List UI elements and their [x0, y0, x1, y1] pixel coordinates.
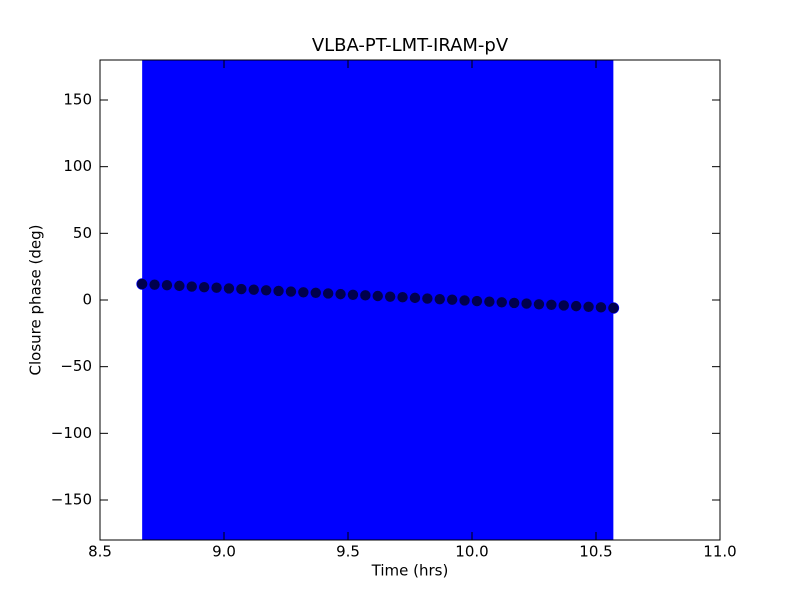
- error-bar: [160, 60, 174, 540]
- data-point: [384, 290, 396, 303]
- error-bar: [594, 60, 608, 540]
- data-point: [161, 279, 173, 292]
- error-bar: [606, 60, 614, 540]
- error-bar: [321, 60, 335, 540]
- error-bar: [142, 60, 149, 540]
- error-bar: [185, 60, 199, 540]
- error-bar: [271, 60, 286, 540]
- plot-area: [136, 60, 620, 540]
- data-point: [148, 278, 161, 291]
- x-tick-label: 10.0: [455, 543, 488, 561]
- data-point: [247, 283, 260, 296]
- data-point: [607, 302, 620, 314]
- data-point: [334, 288, 347, 300]
- error-bar: [284, 60, 298, 540]
- data-point: [185, 280, 198, 293]
- data-point: [235, 283, 248, 295]
- data-point: [173, 280, 186, 292]
- y-tick-label: 0: [82, 291, 92, 309]
- y-axis-label: Closure phase (deg): [27, 225, 45, 376]
- y-tick-label: −100: [51, 424, 92, 442]
- data-point: [433, 293, 446, 306]
- data-point: [570, 300, 582, 312]
- x-tick-label: 9.5: [336, 543, 360, 561]
- y-tick-label: −50: [60, 357, 92, 375]
- data-point: [520, 297, 533, 310]
- data-point: [136, 278, 148, 290]
- y-tick-label: 150: [63, 91, 92, 109]
- error-bar: [247, 60, 261, 540]
- data-point: [458, 294, 471, 307]
- error-bar: [222, 60, 236, 540]
- data-point: [508, 297, 520, 309]
- error-bar: [296, 60, 311, 540]
- data-point: [260, 284, 272, 297]
- data-point: [223, 282, 235, 295]
- error-bar: [197, 60, 211, 540]
- x-tick-label: 9.0: [212, 543, 236, 561]
- data-point: [421, 292, 434, 305]
- error-bar: [333, 60, 348, 540]
- data-point: [582, 300, 595, 313]
- error-bar: [259, 60, 273, 540]
- data-point: [471, 295, 483, 307]
- error-bar: [147, 60, 162, 540]
- data-point: [396, 291, 409, 304]
- data-point: [495, 296, 508, 309]
- x-tick-label: 10.5: [579, 543, 612, 561]
- y-tick-label: 50: [73, 224, 92, 242]
- data-point: [210, 281, 223, 294]
- data-point: [285, 285, 297, 298]
- error-bar: [172, 60, 187, 540]
- data-point: [297, 286, 310, 299]
- error-bar: [569, 60, 583, 540]
- x-axis-label: Time (hrs): [371, 562, 449, 580]
- error-bar: [209, 60, 224, 540]
- error-bar: [581, 60, 596, 540]
- data-point: [309, 286, 322, 299]
- data-point: [446, 293, 458, 306]
- data-point: [198, 281, 210, 294]
- error-bar: [309, 60, 323, 540]
- error-bar: [234, 60, 249, 540]
- data-point: [545, 298, 558, 311]
- y-tick-label: 100: [63, 157, 92, 175]
- chart-title: VLBA-PT-LMT-IRAM-pV: [312, 35, 509, 56]
- data-point: [359, 289, 372, 302]
- y-tick-label: −150: [51, 491, 92, 509]
- data-point: [322, 287, 334, 300]
- x-tick-label: 11.0: [703, 543, 736, 561]
- data-point: [595, 301, 607, 314]
- data-point: [409, 292, 421, 304]
- data-point: [483, 295, 496, 308]
- data-point: [371, 290, 384, 302]
- x-tick-label: 8.5: [88, 543, 112, 561]
- data-point: [272, 285, 285, 297]
- data-point: [557, 299, 570, 312]
- data-point: [533, 298, 545, 311]
- data-point: [347, 288, 359, 301]
